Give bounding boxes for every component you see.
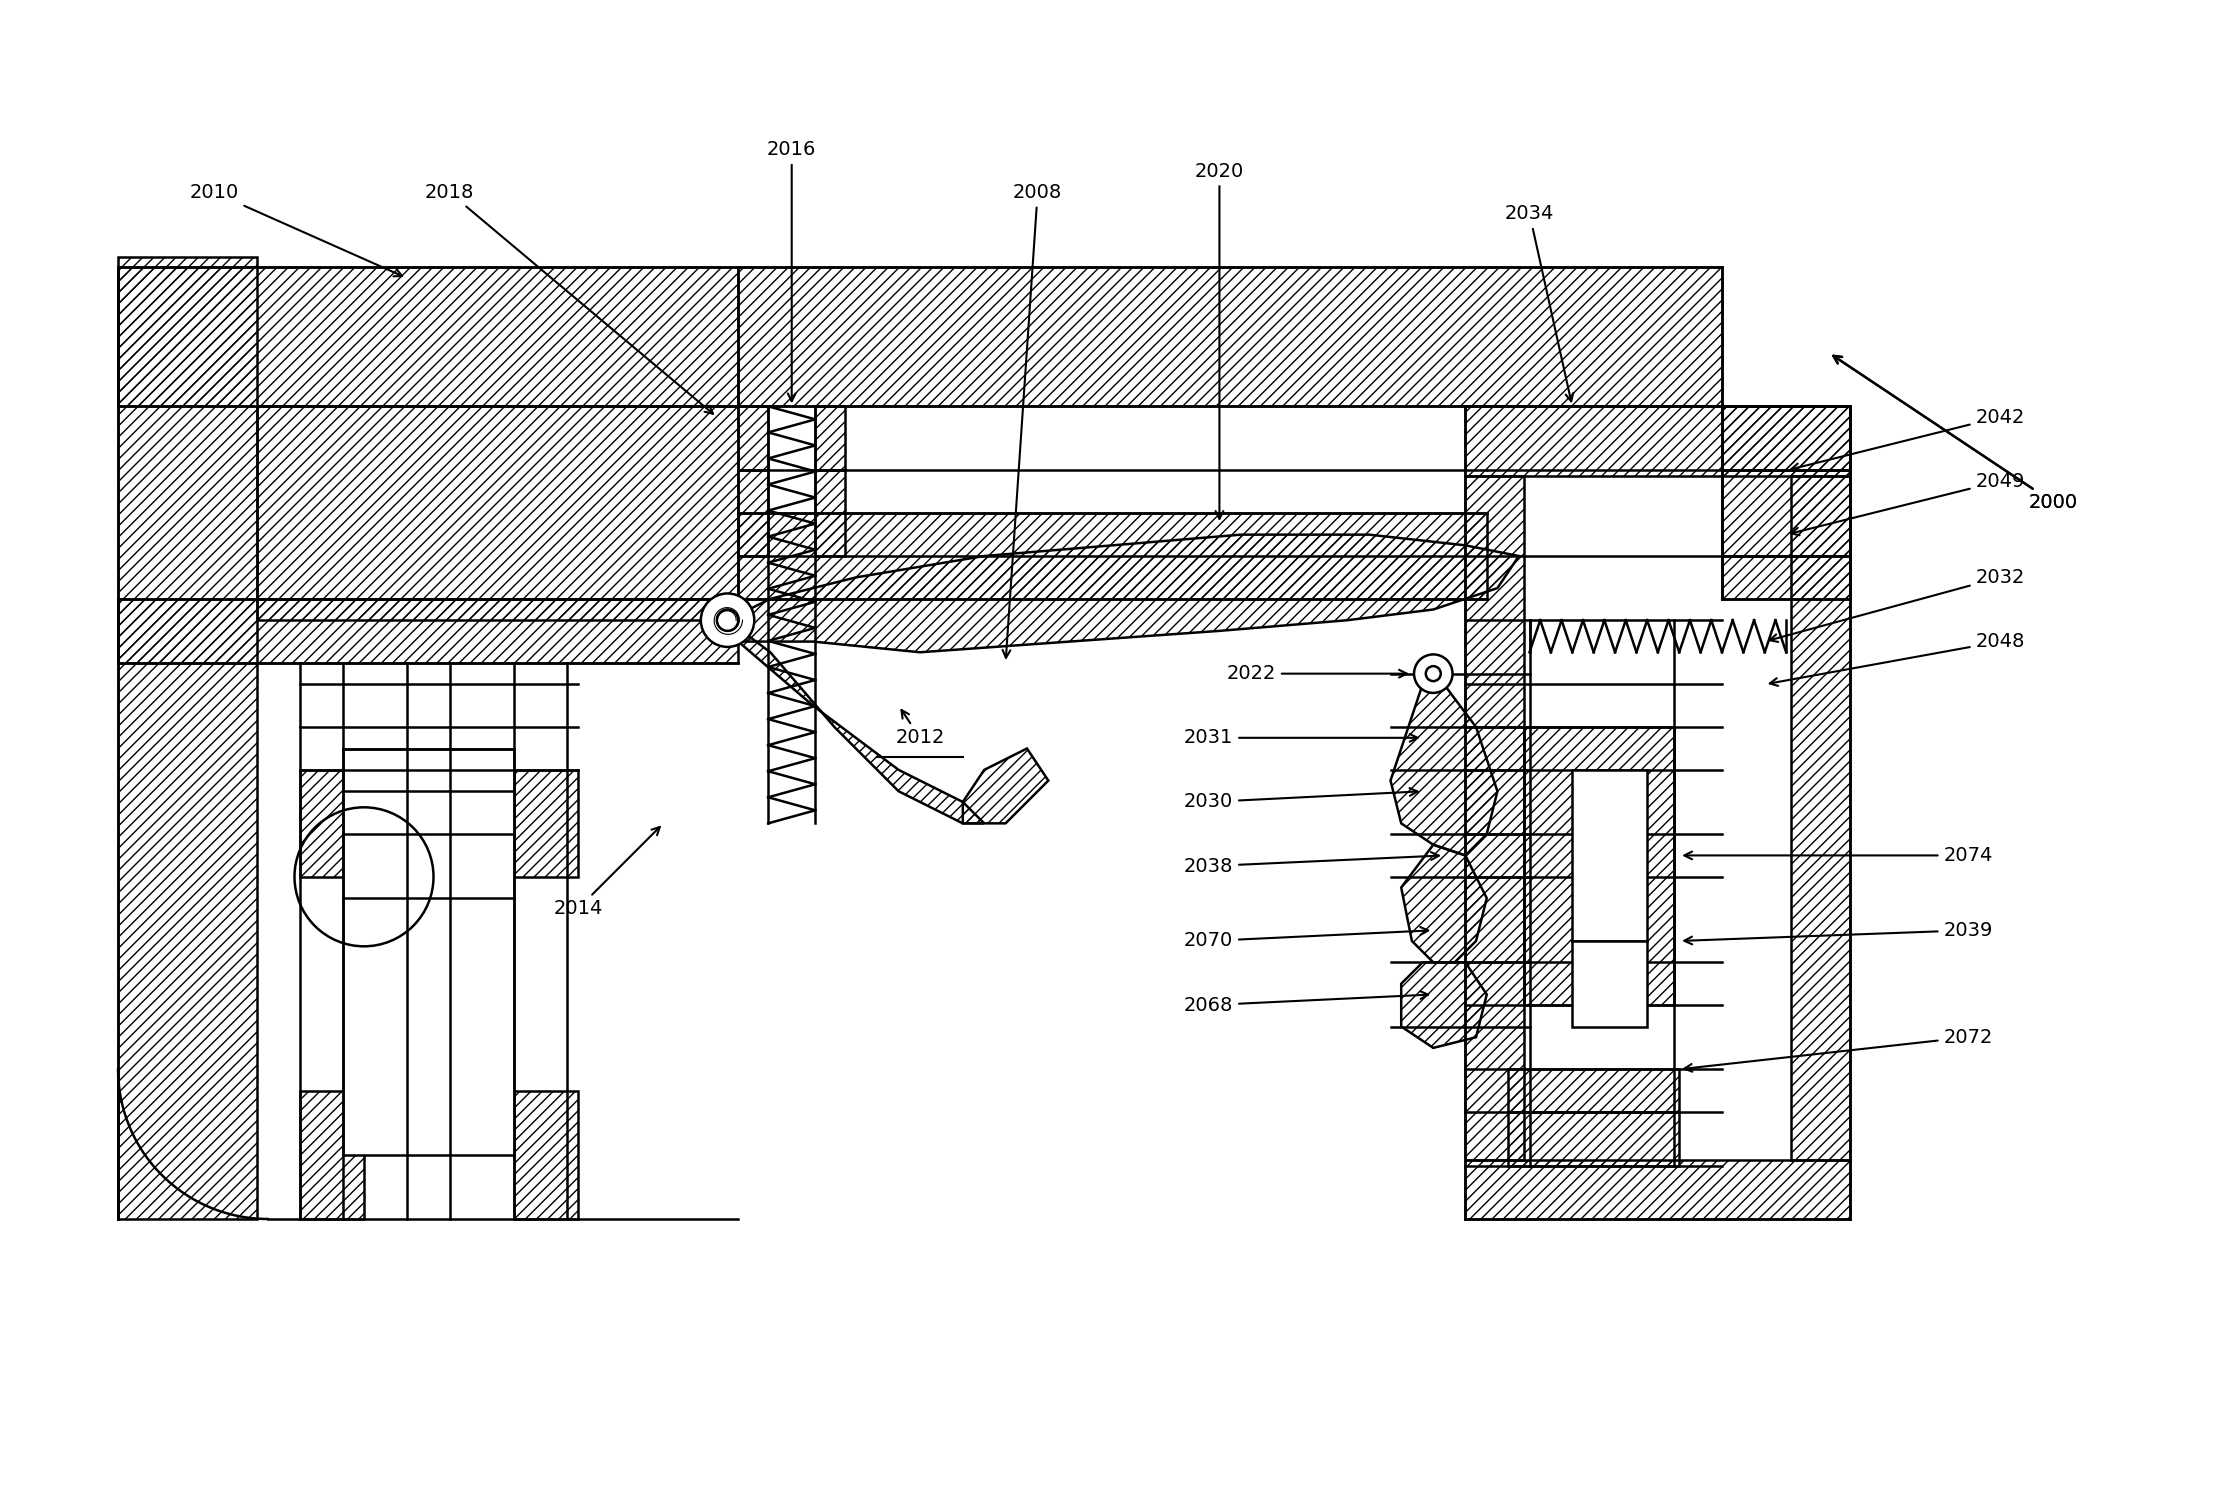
Bar <box>1509 1112 1680 1166</box>
Text: 2049: 2049 <box>1791 472 2025 536</box>
Bar <box>514 1091 578 1219</box>
Text: 2032: 2032 <box>1769 567 2025 642</box>
Bar <box>1466 1160 1851 1219</box>
Bar <box>300 769 365 877</box>
Bar <box>118 256 258 1219</box>
Bar <box>514 769 578 877</box>
Text: 2038: 2038 <box>1184 852 1440 876</box>
Bar <box>739 470 768 555</box>
Text: 2031: 2031 <box>1184 729 1417 747</box>
Text: 2070: 2070 <box>1184 927 1428 951</box>
Bar <box>739 406 768 470</box>
Bar <box>1722 470 1851 555</box>
Bar <box>1509 1069 1680 1112</box>
Text: 2000: 2000 <box>1833 356 2078 512</box>
Bar <box>1573 769 1646 942</box>
Text: 2034: 2034 <box>1504 205 1573 401</box>
Text: 2042: 2042 <box>1791 407 2025 472</box>
Text: 2074: 2074 <box>1684 846 1994 865</box>
Bar <box>1466 406 1851 476</box>
Bar <box>1722 406 1851 470</box>
Bar <box>1524 728 1673 1004</box>
Bar <box>1791 476 1851 1160</box>
Bar <box>118 268 739 406</box>
Text: 2018: 2018 <box>425 183 712 413</box>
Text: 2016: 2016 <box>768 141 817 401</box>
Text: 2000: 2000 <box>1833 356 2078 512</box>
Text: 2030: 2030 <box>1184 787 1417 811</box>
Bar <box>814 406 846 470</box>
Bar <box>739 268 1722 406</box>
Text: 2072: 2072 <box>1684 1028 1994 1072</box>
Bar <box>739 513 1486 599</box>
Circle shape <box>701 593 754 647</box>
Text: 2039: 2039 <box>1684 921 1994 945</box>
Text: 2008: 2008 <box>1003 183 1061 657</box>
Circle shape <box>1415 654 1453 693</box>
Bar <box>1573 942 1646 1027</box>
Bar <box>1722 555 1851 599</box>
Bar <box>300 1091 365 1219</box>
Text: 2010: 2010 <box>189 183 403 277</box>
Text: 2014: 2014 <box>554 826 661 918</box>
Text: 2022: 2022 <box>1226 665 1406 683</box>
Bar <box>1466 476 1524 1160</box>
Bar <box>343 748 514 1154</box>
Text: 2048: 2048 <box>1769 632 2025 686</box>
Text: 2068: 2068 <box>1184 991 1428 1015</box>
Bar <box>814 470 846 555</box>
Text: 2012: 2012 <box>894 710 946 747</box>
Text: 2020: 2020 <box>1195 162 1244 519</box>
